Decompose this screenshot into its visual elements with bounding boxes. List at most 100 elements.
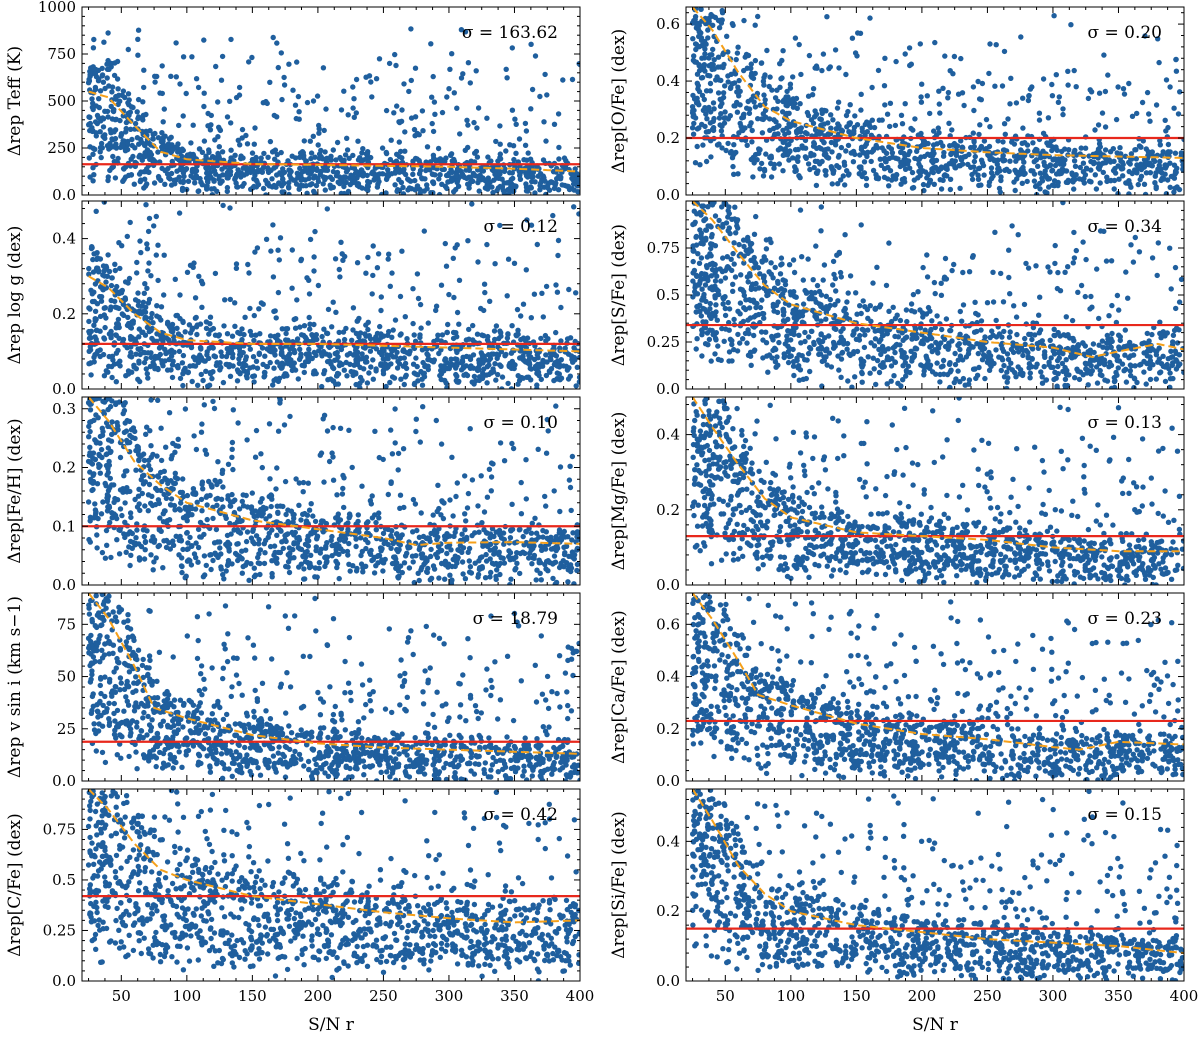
data-point (315, 142, 321, 148)
data-point (1037, 186, 1043, 192)
data-point (98, 154, 104, 161)
data-point (101, 305, 108, 311)
data-point (911, 309, 918, 315)
data-point (898, 149, 904, 155)
data-point (696, 44, 702, 50)
data-point (556, 144, 562, 151)
data-point (1120, 165, 1126, 172)
data-point (1013, 170, 1020, 176)
data-point (824, 14, 830, 20)
data-point (719, 7, 725, 14)
data-point (244, 165, 251, 172)
data-point (836, 164, 842, 171)
data-point (852, 113, 858, 119)
data-point (931, 279, 938, 286)
data-point (902, 101, 908, 107)
data-point (121, 166, 127, 172)
data-point (319, 351, 325, 357)
data-point (998, 270, 1004, 277)
data-point (476, 377, 482, 384)
data-point (572, 172, 578, 179)
data-point (1114, 150, 1120, 156)
data-point (696, 125, 702, 131)
data-point (97, 347, 103, 353)
data-point (818, 116, 824, 123)
data-point (756, 150, 762, 156)
data-point (378, 307, 384, 314)
data-point (882, 102, 888, 108)
data-point (1095, 122, 1102, 128)
data-point (694, 143, 700, 150)
data-point (822, 147, 829, 153)
data-point (726, 319, 732, 326)
data-point (961, 102, 967, 109)
data-point (847, 102, 853, 108)
data-point (907, 165, 913, 171)
data-point (881, 166, 888, 172)
data-point (522, 120, 529, 127)
data-point (350, 174, 356, 180)
data-point (720, 255, 726, 261)
data-point (87, 344, 94, 350)
data-point (1144, 89, 1151, 96)
data-point (143, 202, 149, 208)
data-point (886, 183, 892, 189)
data-point (476, 357, 482, 363)
data-point (417, 301, 424, 308)
data-point (918, 169, 924, 175)
data-point (490, 369, 497, 375)
data-point (994, 170, 1000, 176)
data-point (893, 171, 900, 178)
data-point (751, 231, 758, 237)
data-point (101, 39, 107, 45)
data-point (1167, 84, 1173, 90)
data-point (301, 138, 307, 144)
data-point (988, 165, 995, 171)
data-point (1082, 172, 1089, 178)
y-axis-label: Δrep Teff (K) (5, 46, 25, 156)
data-point (261, 369, 268, 376)
data-point (538, 376, 544, 383)
data-point (126, 275, 133, 282)
data-point (1153, 185, 1159, 192)
data-point (811, 164, 817, 171)
data-point (338, 107, 345, 113)
data-point (835, 99, 842, 105)
data-point (844, 346, 850, 352)
data-point (989, 328, 995, 334)
data-point (978, 182, 984, 188)
data-point (322, 149, 328, 155)
data-point (1047, 269, 1053, 275)
data-point (199, 281, 206, 287)
data-point (389, 334, 395, 340)
data-point (117, 358, 123, 364)
data-point (722, 83, 728, 89)
data-point (528, 41, 534, 47)
data-point (867, 124, 874, 130)
data-point (875, 67, 882, 74)
data-point (350, 152, 356, 159)
data-point (1073, 172, 1079, 178)
data-point (379, 145, 386, 151)
data-point (814, 65, 820, 71)
data-point (993, 317, 999, 324)
data-point (392, 51, 398, 58)
data-point (941, 336, 948, 343)
data-point (177, 148, 184, 154)
data-point (504, 75, 510, 81)
data-point (799, 143, 805, 149)
data-point (466, 326, 472, 333)
data-point (431, 99, 438, 105)
data-point (819, 158, 825, 165)
data-point (1017, 371, 1023, 377)
data-point (433, 307, 439, 314)
data-point (330, 147, 336, 153)
data-point (525, 374, 532, 380)
data-point (129, 136, 135, 143)
data-point (347, 181, 353, 188)
data-point (1011, 141, 1018, 147)
data-point (445, 321, 451, 328)
data-point (180, 113, 186, 119)
data-point (867, 15, 873, 21)
data-point (94, 255, 101, 261)
